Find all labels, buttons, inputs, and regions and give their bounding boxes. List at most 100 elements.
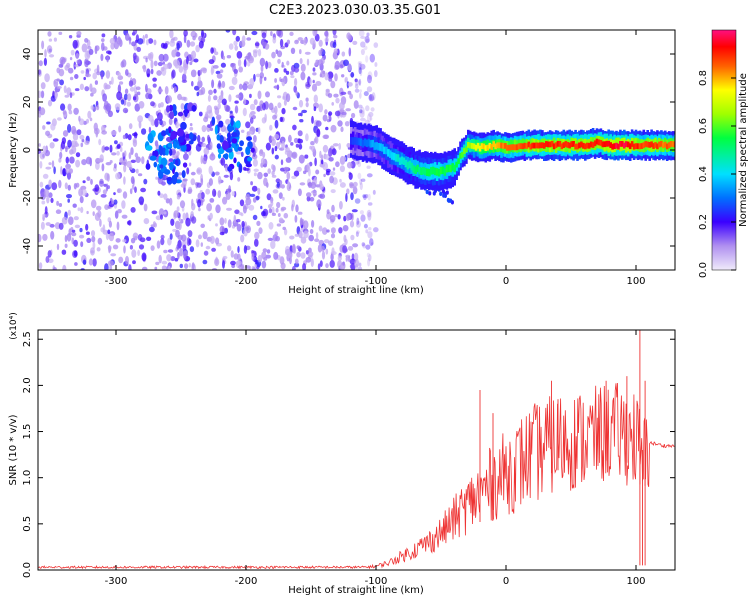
noise-speck: [305, 83, 311, 87]
noise-speck: [345, 213, 351, 221]
noise-speck: [78, 188, 83, 197]
ridge-cell: [609, 142, 612, 148]
noise-speck: [348, 172, 353, 180]
ridge-cell: [521, 143, 525, 150]
noise-speck: [186, 167, 190, 175]
noise-speck: [84, 140, 90, 146]
noise-speck: [345, 193, 348, 202]
noise-speck: [233, 253, 239, 260]
noise-speck: [148, 53, 154, 62]
ridge-cell: [361, 140, 365, 148]
noise-speck: [190, 211, 194, 218]
noise-speck: [187, 230, 193, 238]
ridge-cell: [662, 142, 665, 149]
noise-speck: [206, 203, 213, 212]
noise-speck: [200, 242, 203, 247]
signal-blob: [177, 136, 185, 143]
noise-speck: [155, 261, 160, 266]
noise-speck: [121, 200, 126, 209]
noise-speck: [43, 57, 48, 66]
noise-speck: [137, 249, 141, 256]
noise-speck: [67, 103, 72, 112]
noise-speck: [42, 125, 46, 130]
noise-speck: [266, 249, 271, 254]
noise-speck: [143, 218, 150, 225]
noise-speck: [287, 180, 290, 189]
noise-speck: [242, 83, 248, 91]
noise-speck: [139, 201, 144, 206]
noise-speck: [315, 120, 322, 127]
noise-speck: [366, 209, 372, 218]
noise-speck: [325, 88, 330, 93]
ridge-cell: [470, 143, 474, 149]
noise-speck: [65, 156, 70, 164]
noise-speck: [175, 51, 181, 57]
noise-speck: [80, 241, 84, 248]
noise-speck: [197, 134, 201, 143]
noise-speck: [288, 134, 292, 143]
noise-speck: [141, 156, 145, 165]
noise-speck: [174, 59, 181, 69]
ridge-cell: [404, 159, 408, 168]
noise-speck: [355, 79, 359, 86]
noise-speck: [371, 92, 376, 101]
noise-speck: [260, 65, 264, 73]
noise-speck: [173, 210, 179, 218]
noise-speck: [200, 155, 204, 165]
noise-speck: [102, 189, 107, 195]
noise-speck: [74, 262, 78, 266]
noise-speck: [369, 116, 373, 121]
noise-speck: [257, 187, 261, 195]
noise-speck: [145, 39, 149, 46]
noise-speck: [128, 264, 132, 270]
noise-speck: [324, 30, 329, 37]
noise-speck: [64, 182, 68, 190]
noise-speck: [363, 194, 367, 200]
noise-speck: [45, 222, 51, 226]
noise-speck: [63, 85, 67, 94]
noise-speck: [84, 86, 90, 92]
noise-speck: [281, 140, 285, 150]
ridge-cell: [554, 142, 558, 149]
signal-blob: [238, 163, 243, 174]
noise-speck: [234, 105, 239, 114]
noise-speck: [297, 188, 302, 197]
signal-blob: [189, 132, 194, 140]
noise-speck: [197, 199, 202, 208]
noise-speck: [283, 228, 288, 236]
noise-speck: [235, 94, 241, 99]
noise-speck: [131, 184, 135, 190]
noise-speck: [183, 30, 188, 37]
noise-speck: [312, 79, 315, 84]
noise-speck: [69, 92, 73, 99]
signal-blob: [239, 140, 245, 147]
noise-speck: [202, 156, 207, 165]
ridge-cell: [390, 152, 394, 160]
noise-speck: [339, 165, 345, 173]
y-tick-label: 1.0: [22, 470, 33, 486]
ridge-cell: [426, 168, 429, 177]
ridge-cell: [511, 144, 515, 150]
noise-speck: [354, 88, 360, 93]
noise-speck: [363, 91, 369, 97]
y-tick-label: 2.5: [22, 331, 33, 347]
signal-blob: [216, 134, 221, 141]
ridge-cell: [595, 138, 599, 145]
signal-blob: [231, 142, 236, 149]
noise-speck: [82, 180, 86, 184]
ridge-cell: [523, 142, 527, 149]
ridge-cell: [496, 142, 499, 149]
noise-speck: [339, 178, 342, 183]
noise-speck: [262, 41, 267, 47]
ridge-cell: [494, 143, 497, 150]
noise-speck: [237, 246, 240, 253]
noise-speck: [92, 72, 97, 80]
ridge-cell: [566, 142, 569, 148]
noise-speck: [123, 245, 126, 254]
noise-speck: [326, 209, 330, 215]
noise-speck: [60, 103, 66, 111]
noise-speck: [132, 260, 136, 265]
noise-speck: [301, 109, 308, 114]
noise-speck: [209, 235, 215, 244]
